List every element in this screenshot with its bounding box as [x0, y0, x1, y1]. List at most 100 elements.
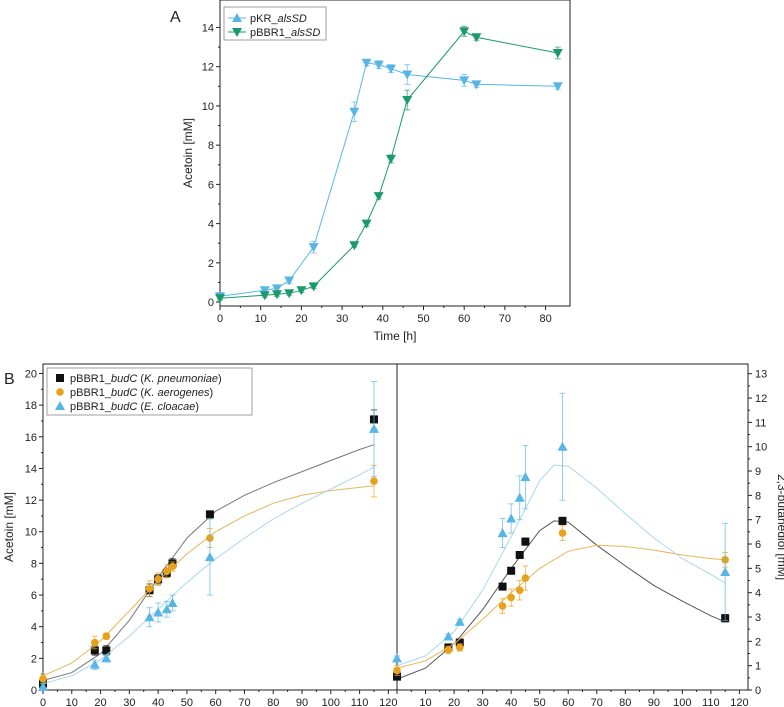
panel-b-butanediol: 10 20 30 40 50 60 70 80 90 100 110 1200123456789101…: [392, 363, 784, 707]
data-point: [204, 552, 215, 562]
legend-label: pBBR1_budC (E. cloacae): [70, 401, 199, 413]
legend-label-part: E. cloacae: [144, 401, 195, 413]
legend-label-part: ): [209, 387, 213, 399]
x-tick-label: 30: [336, 313, 348, 325]
legend-label-part: pBBR1_: [70, 401, 112, 413]
y-tick-label: 7: [755, 515, 761, 527]
series-1: [215, 26, 563, 304]
legend-label: pBBR1_alsSD: [250, 27, 320, 39]
data-point: [373, 60, 384, 70]
y-tick-label: 4: [208, 219, 214, 231]
x-tick-label: 10: [419, 697, 431, 707]
legend-label-part: pBBR1_: [70, 373, 112, 385]
y-tick-label: 12: [25, 495, 37, 507]
legend-label-gene: alsSD: [278, 13, 307, 25]
y-tick-label: 10: [25, 527, 37, 539]
series-1: [39, 464, 378, 685]
data-point: [720, 567, 731, 577]
y-tick-label: 4: [755, 588, 761, 600]
data-point: [102, 646, 111, 655]
x-tick-label: 120: [379, 697, 397, 707]
y-tick-label: 4: [31, 622, 37, 634]
data-point: [507, 566, 516, 575]
x-tick-label: 40: [152, 697, 164, 707]
y-tick-label: 20: [25, 368, 37, 380]
data-point: [393, 672, 401, 681]
x-tick-label: 20: [295, 313, 307, 325]
data-point: [308, 282, 319, 292]
data-point: [259, 286, 270, 296]
legend-label: pBBR1_budC (K. pneumoniae): [70, 373, 222, 385]
legend: pBBR1_budC (K. pneumoniae)pBBR1_budC (K.…: [46, 367, 253, 416]
fit-curve: [42, 444, 375, 681]
panel-a: 0 10 20 30 40 50 60 70 80 0 2 4 6 8 10 12 14 Time [h] Acet…: [170, 0, 571, 343]
y-tick-label: 0: [208, 297, 214, 309]
data-point: [154, 575, 162, 584]
data-point: [370, 477, 378, 485]
data-point: [161, 604, 172, 614]
fit-curve: [42, 485, 375, 677]
y-tick-label: 12: [755, 393, 767, 405]
y-tick-label: 8: [31, 558, 37, 570]
series-line: [219, 30, 558, 299]
data-point: [284, 289, 295, 299]
data-point: [162, 567, 171, 576]
data-point: [507, 593, 515, 602]
y-tick-label: 14: [202, 22, 214, 34]
legend-label: pKR_alsSD: [250, 13, 307, 25]
x-tick-label: 100: [322, 697, 340, 707]
data-point: [471, 80, 482, 90]
data-point: [471, 33, 482, 43]
legend-label-part: pBBR1_: [70, 387, 112, 399]
data-point: [497, 528, 508, 538]
x-tick-label: 50: [534, 697, 546, 707]
data-point: [552, 82, 563, 92]
y-tick-label: 10: [202, 101, 214, 113]
y-tick-label: 18: [25, 400, 37, 412]
legend-marker: [56, 388, 64, 396]
data-point: [89, 659, 100, 669]
data-point: [361, 219, 372, 229]
data-point: [402, 70, 413, 80]
panel-letter: A: [170, 9, 181, 26]
y-tick-label: 6: [31, 590, 37, 602]
y-tick-label: 6: [755, 539, 761, 551]
x-tick-label: 100: [673, 697, 691, 707]
data-point: [205, 510, 214, 519]
x-tick-label: 90: [648, 697, 660, 707]
data-point: [101, 653, 112, 663]
legend-label-part: (: [137, 373, 144, 385]
data-point: [514, 492, 525, 502]
data-point: [38, 681, 48, 691]
series-0: [393, 516, 730, 681]
x-tick-label: 40: [505, 697, 517, 707]
data-point: [455, 643, 464, 652]
legend-marker: [232, 13, 242, 22]
x-tick-label: 10: [255, 313, 267, 325]
y-tick-label: 2: [755, 636, 761, 648]
legend-label-part: budC: [111, 373, 137, 385]
data-point: [259, 291, 270, 301]
y-axis-title: Acetoin [mM]: [181, 118, 195, 188]
data-point: [558, 529, 567, 537]
legend-label-part: (: [137, 387, 144, 399]
y-tick-label: 9: [755, 466, 761, 478]
x-tick-label: 30: [123, 697, 135, 707]
x-tick-label: 110: [351, 697, 369, 707]
series-2: [392, 392, 731, 667]
legend-label-part: budC: [111, 401, 137, 413]
x-tick-label: 70: [238, 697, 250, 707]
data-point: [296, 286, 307, 296]
x-tick-label: 80: [619, 697, 631, 707]
data-point: [308, 243, 319, 253]
data-point: [393, 666, 401, 675]
data-point: [167, 597, 178, 607]
data-point: [373, 192, 384, 202]
legend-box: [223, 6, 327, 41]
legend-box: [46, 367, 253, 416]
x-tick-label: 50: [181, 697, 193, 707]
panel-b-acetoin: 0 10 20 30 40 50 60 70 80 90 100 110 120 0 2 4 6 8 10 12 14 1…: [2, 363, 398, 707]
y-tick-label: 1: [755, 661, 761, 673]
data-point: [520, 472, 531, 482]
data-point: [459, 27, 470, 37]
